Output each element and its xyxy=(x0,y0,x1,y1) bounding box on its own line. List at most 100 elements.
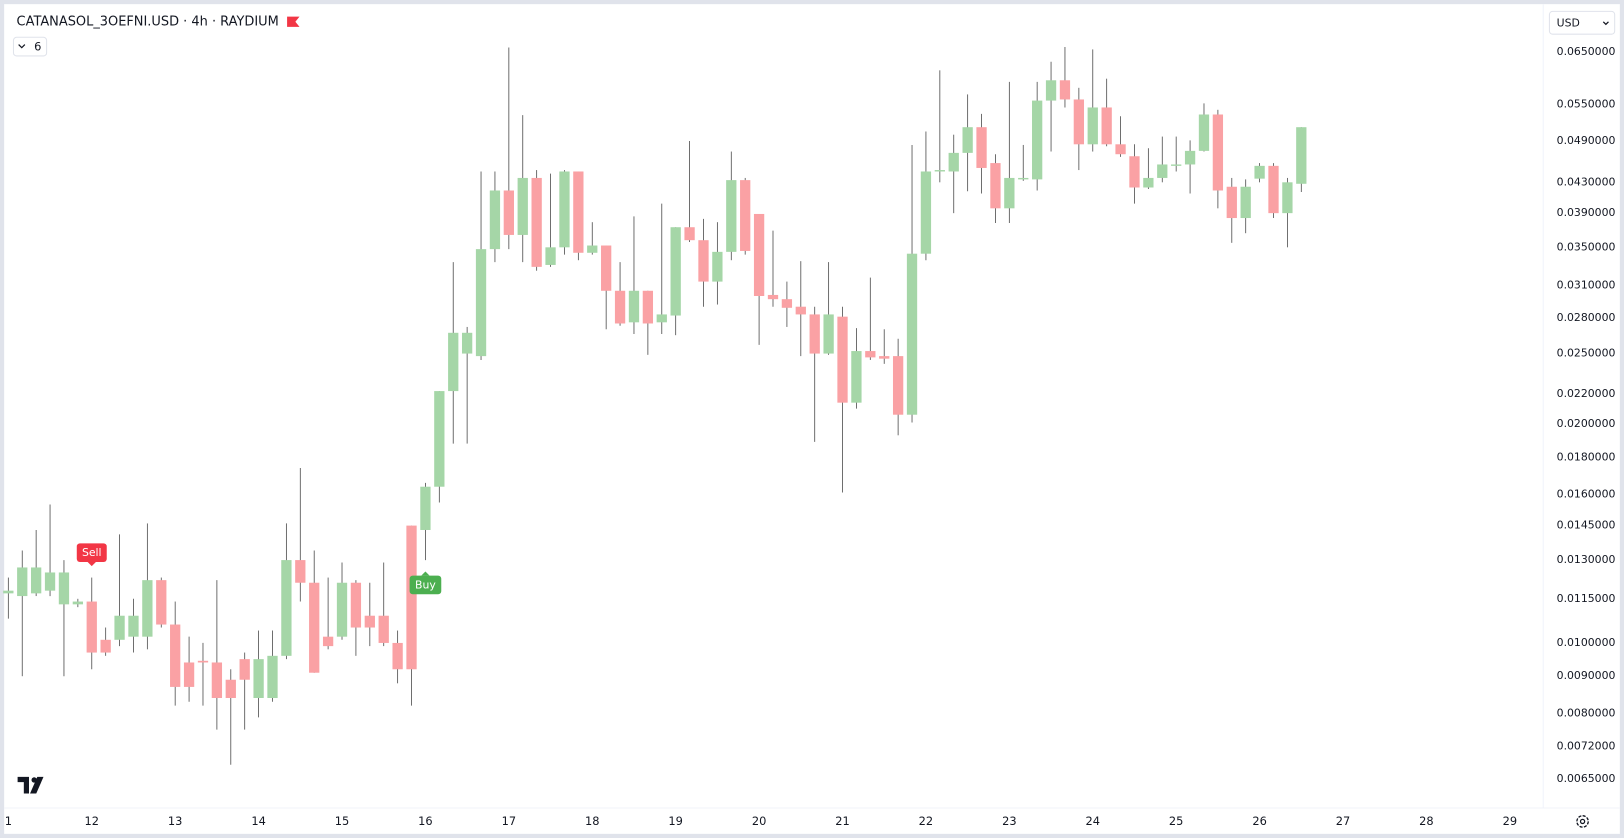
candle-body xyxy=(892,356,904,415)
y-tick-label: 0.0130000 xyxy=(1557,553,1616,566)
candle-body xyxy=(3,590,14,594)
x-tick-label: 22 xyxy=(919,814,933,828)
x-tick-label: 28 xyxy=(1419,814,1433,828)
candle-body xyxy=(1073,99,1085,145)
gear-inner[interactable] xyxy=(1579,818,1586,825)
candle-body xyxy=(879,356,890,359)
logo-v[interactable] xyxy=(30,776,44,794)
indicator-toggle[interactable]: 6 xyxy=(12,36,48,57)
candle-body xyxy=(614,290,626,324)
candle-body xyxy=(823,314,834,354)
currency-box[interactable] xyxy=(1548,10,1616,35)
y-tick-label: 0.0065000 xyxy=(1557,772,1616,785)
candle-body xyxy=(837,316,848,403)
y-tick-label: 0.0090000 xyxy=(1557,669,1616,682)
y-tick-label: 0.0200000 xyxy=(1557,417,1616,430)
candle-body xyxy=(684,227,695,241)
chart-title: CATANASOL_3OEFNI.USD · 4h · RAYDIUM xyxy=(17,14,279,29)
gear-outer[interactable] xyxy=(1576,815,1589,828)
candle-body xyxy=(628,290,640,323)
candle-body xyxy=(573,171,584,253)
candle-body xyxy=(475,249,487,357)
y-tick-label: 0.0115000 xyxy=(1557,592,1616,605)
y-tick-label: 0.0220000 xyxy=(1557,387,1616,400)
y-tick-label: 0.0310000 xyxy=(1557,279,1616,292)
toggle-chevron[interactable] xyxy=(18,44,26,49)
candle-body xyxy=(1143,177,1154,188)
indicator-count[interactable]: 6 xyxy=(34,40,41,54)
candle-body xyxy=(378,615,389,643)
signal-pointer xyxy=(87,562,96,567)
candle-body xyxy=(670,227,681,316)
candle-body xyxy=(86,601,97,653)
candle-body xyxy=(1087,107,1098,145)
x-tick-label: 1 xyxy=(5,814,12,828)
signal-text: Buy xyxy=(415,578,436,591)
y-tick-label: 0.0390000 xyxy=(1557,206,1616,219)
candle-body xyxy=(156,580,167,625)
candle-body xyxy=(1032,100,1043,180)
y-tick-label: 0.0145000 xyxy=(1557,519,1616,532)
candle-body xyxy=(17,567,28,597)
candle-body xyxy=(336,582,348,637)
candle-body xyxy=(420,486,431,530)
signal-text: Sell xyxy=(82,546,102,559)
signal-box xyxy=(409,575,442,595)
candle-body xyxy=(795,306,806,315)
signal-box xyxy=(76,543,107,563)
tv-logo[interactable] xyxy=(17,776,44,794)
signal-label: Buy xyxy=(409,571,442,595)
candle-body xyxy=(364,615,375,628)
candle-body xyxy=(1296,127,1307,184)
x-tick-label: 27 xyxy=(1336,814,1350,828)
settings-gear[interactable] xyxy=(1576,815,1589,828)
candle-body xyxy=(461,332,473,354)
candle-body xyxy=(1212,114,1224,191)
x-tick-label: 25 xyxy=(1169,814,1183,828)
candle-body xyxy=(753,213,765,296)
candle-body xyxy=(781,299,793,308)
candle-body xyxy=(1184,150,1196,165)
candle-body xyxy=(503,190,514,235)
logo-t[interactable] xyxy=(17,776,29,794)
candle-body xyxy=(1045,80,1057,101)
candle-body xyxy=(962,127,973,153)
candle-body xyxy=(1004,177,1015,209)
candle-body xyxy=(990,163,1001,209)
candle-body xyxy=(698,240,709,282)
candle-body xyxy=(1171,164,1182,166)
y-tick-label: 0.0250000 xyxy=(1557,347,1616,360)
candle-body xyxy=(72,601,83,605)
x-tick-label: 19 xyxy=(668,814,682,828)
x-tick-label: 16 xyxy=(418,814,432,828)
candle-body xyxy=(170,624,181,687)
toggle-box[interactable] xyxy=(12,36,48,57)
candle-body xyxy=(183,662,195,687)
candle-body xyxy=(1254,165,1265,179)
x-tick-label: 13 xyxy=(168,814,182,828)
x-tick-label: 20 xyxy=(752,814,766,828)
x-tick-label: 26 xyxy=(1252,814,1266,828)
candle-body xyxy=(601,245,612,291)
candle-body xyxy=(58,572,70,605)
candle-body xyxy=(225,679,236,698)
candle-body xyxy=(906,253,918,415)
candle-body xyxy=(392,642,403,670)
candle-body xyxy=(517,177,528,235)
candle-body xyxy=(809,314,820,354)
currency-label[interactable]: USD xyxy=(1557,16,1580,29)
candle-body xyxy=(1059,80,1071,100)
candle-body xyxy=(114,615,125,640)
y-tick-label: 0.0180000 xyxy=(1557,450,1616,463)
candle-body xyxy=(1198,114,1210,151)
candle-body xyxy=(642,290,654,324)
candle-body xyxy=(1157,164,1168,178)
currency-chevron[interactable] xyxy=(1602,21,1609,26)
candle-body xyxy=(1129,156,1140,188)
candle-body xyxy=(712,251,723,282)
candle-body xyxy=(239,659,250,680)
currency-selector[interactable]: USD xyxy=(1548,10,1616,35)
candle-body xyxy=(322,636,334,647)
